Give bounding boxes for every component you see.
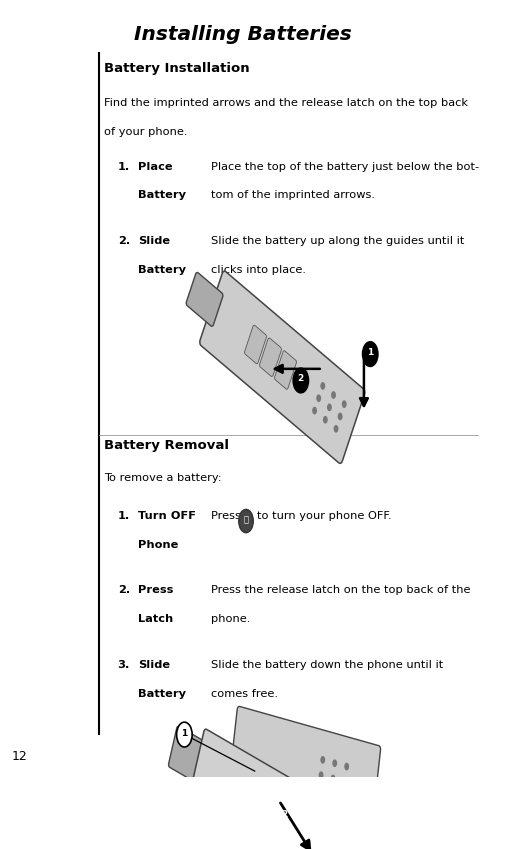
Text: Battery Removal: Battery Removal — [105, 439, 229, 452]
Circle shape — [239, 509, 253, 532]
Text: 1.: 1. — [118, 161, 130, 171]
Text: comes free.: comes free. — [211, 689, 278, 699]
FancyBboxPatch shape — [190, 729, 350, 849]
FancyBboxPatch shape — [260, 338, 281, 377]
Text: 1.: 1. — [118, 511, 130, 521]
Text: Battery: Battery — [138, 689, 186, 699]
Circle shape — [326, 836, 331, 844]
Text: Place: Place — [138, 161, 173, 171]
Circle shape — [332, 759, 337, 767]
Circle shape — [317, 786, 322, 795]
Circle shape — [329, 790, 334, 798]
Circle shape — [320, 382, 325, 390]
Text: to turn your phone OFF.: to turn your phone OFF. — [257, 511, 392, 521]
Circle shape — [293, 368, 308, 393]
FancyBboxPatch shape — [200, 271, 365, 464]
Text: Press the release latch on the top back of the: Press the release latch on the top back … — [211, 586, 470, 595]
Text: 2: 2 — [298, 374, 304, 384]
Text: 2: 2 — [282, 810, 288, 819]
Text: 2.: 2. — [118, 586, 130, 595]
Text: Battery: Battery — [138, 190, 186, 200]
Circle shape — [316, 395, 321, 402]
Circle shape — [319, 771, 324, 779]
Text: Press: Press — [138, 586, 174, 595]
Circle shape — [338, 413, 343, 420]
Circle shape — [318, 815, 323, 823]
Text: Place the top of the battery just below the bot-: Place the top of the battery just below … — [211, 161, 479, 171]
Circle shape — [312, 844, 317, 849]
Text: Slide: Slide — [138, 236, 171, 246]
Text: 12: 12 — [12, 750, 28, 762]
Text: Phone: Phone — [138, 540, 178, 549]
Text: To remove a battery:: To remove a battery: — [105, 473, 222, 483]
Text: tom of the imprinted arrows.: tom of the imprinted arrows. — [211, 190, 375, 200]
Text: clicks into place.: clicks into place. — [211, 265, 306, 275]
Text: Installing Batteries: Installing Batteries — [134, 25, 352, 44]
Circle shape — [312, 407, 317, 414]
Text: 1: 1 — [181, 728, 187, 738]
Text: Turn OFF: Turn OFF — [138, 511, 196, 521]
Text: Slide the battery down the phone until it: Slide the battery down the phone until i… — [211, 660, 444, 670]
FancyBboxPatch shape — [168, 726, 202, 780]
FancyBboxPatch shape — [244, 325, 267, 364]
Circle shape — [320, 756, 325, 764]
FancyBboxPatch shape — [230, 706, 381, 821]
Circle shape — [362, 341, 378, 367]
Text: phone.: phone. — [211, 614, 250, 624]
Circle shape — [341, 793, 346, 801]
Text: Battery: Battery — [138, 265, 186, 275]
Text: of your phone.: of your phone. — [105, 127, 188, 137]
Text: 3.: 3. — [118, 660, 130, 670]
FancyBboxPatch shape — [186, 273, 223, 326]
Text: 2.: 2. — [118, 236, 130, 246]
Text: Battery Installation: Battery Installation — [105, 62, 250, 75]
Text: Slide the battery up along the guides until it: Slide the battery up along the guides un… — [211, 236, 465, 246]
Circle shape — [277, 804, 293, 829]
Circle shape — [307, 808, 312, 816]
Circle shape — [344, 762, 349, 770]
Circle shape — [323, 416, 328, 424]
Circle shape — [334, 425, 338, 433]
FancyBboxPatch shape — [275, 351, 297, 390]
Circle shape — [315, 829, 320, 837]
Circle shape — [177, 722, 192, 747]
Text: Find the imprinted arrows and the release latch on the top back: Find the imprinted arrows and the releas… — [105, 98, 468, 108]
Text: 1: 1 — [367, 348, 373, 357]
Text: Press: Press — [211, 511, 244, 521]
Text: Latch: Latch — [138, 614, 174, 624]
Circle shape — [300, 838, 305, 846]
Circle shape — [331, 391, 336, 399]
Circle shape — [304, 823, 308, 831]
Text: ⏻: ⏻ — [243, 515, 249, 525]
Circle shape — [315, 846, 331, 849]
Text: Slide: Slide — [138, 660, 171, 670]
Circle shape — [343, 778, 347, 785]
Circle shape — [330, 822, 335, 829]
Circle shape — [342, 400, 347, 408]
Circle shape — [327, 403, 332, 411]
Circle shape — [331, 774, 335, 783]
